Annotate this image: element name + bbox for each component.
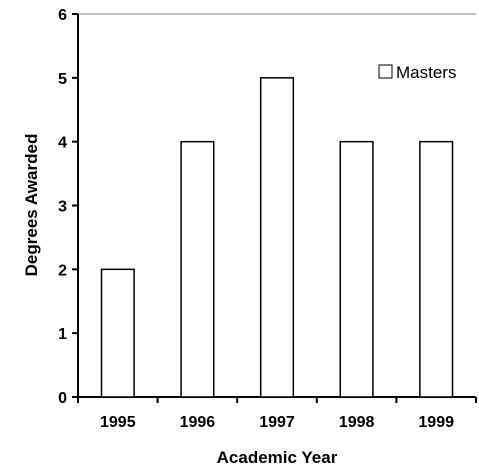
y-tick-label: 3 — [58, 199, 67, 216]
legend: Masters — [378, 63, 456, 82]
x-axis-ticks: 1995 1996 1997 1998 1999 — [77, 397, 477, 431]
y-tick-label: 5 — [58, 71, 67, 88]
bar-series-masters — [100, 77, 454, 398]
y-tick-label: 4 — [58, 135, 67, 152]
x-tick-label: 1999 — [418, 414, 454, 431]
y-axis-ticks: 0 1 2 3 4 5 6 — [58, 7, 78, 407]
bar-1997 — [259, 77, 295, 398]
x-axis-title: Academic Year — [217, 448, 338, 467]
y-tick-label: 1 — [58, 326, 67, 343]
x-tick-label: 1996 — [180, 414, 216, 431]
legend-swatch-masters — [378, 64, 393, 79]
y-tick-label: 0 — [58, 390, 67, 407]
legend-label-masters: Masters — [396, 63, 456, 82]
y-tick-label: 6 — [58, 7, 67, 24]
bar-1996 — [180, 140, 215, 398]
y-tick-label: 2 — [58, 262, 67, 279]
x-tick-label: 1995 — [100, 414, 136, 431]
bar-1998 — [339, 140, 374, 398]
x-tick-label: 1997 — [259, 414, 295, 431]
bar-1995 — [100, 268, 135, 398]
x-tick-label: 1998 — [339, 414, 375, 431]
y-axis-title: Degrees Awarded — [22, 134, 41, 277]
bar-1999 — [419, 140, 454, 398]
